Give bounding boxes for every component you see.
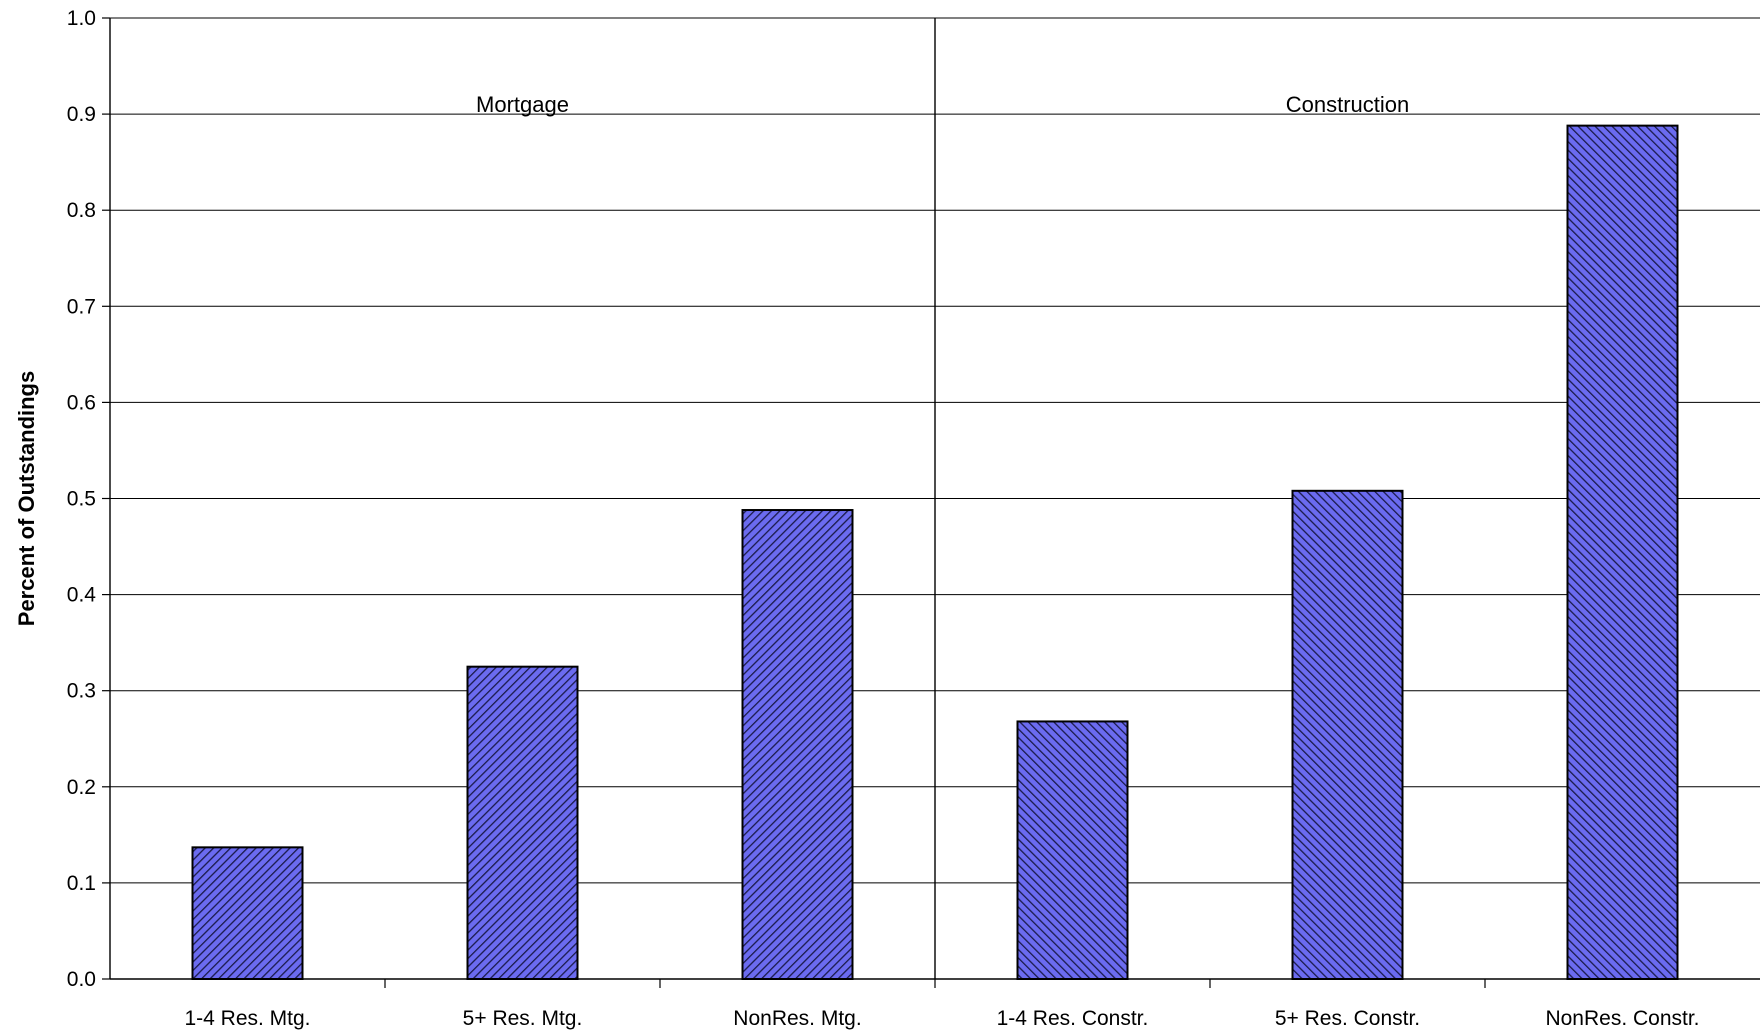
y-tick-label: 0.8	[67, 199, 96, 222]
y-tick-label: 0.6	[67, 391, 96, 414]
labels: 0.0 0.1 0.2 0.3 0.4 0.5 0.6 0.7 0.8 0.9 1.0 1-4 Res…	[14, 7, 1700, 1030]
gridlines	[110, 17, 1760, 979]
bar	[466, 665, 579, 980]
x-tick-label: 1-4 Res. Constr.	[997, 1007, 1149, 1030]
bar	[191, 846, 304, 981]
x-tick-label: 1-4 Res. Mtg.	[184, 1007, 310, 1030]
bar	[1016, 720, 1129, 981]
y-tick-label: 0.2	[67, 776, 96, 799]
y-axis-label: Percent of Outstandings	[14, 371, 39, 626]
axes	[102, 17, 1760, 988]
y-tick-label: 0.1	[67, 872, 96, 895]
y-tick-label: 0.5	[67, 488, 96, 511]
group-label: Construction	[1286, 92, 1410, 117]
x-tick-label: 5+ Res. Mtg.	[463, 1007, 583, 1030]
y-tick-label: 0.4	[67, 584, 97, 607]
y-tick-label: 0.7	[67, 295, 96, 318]
bar	[741, 509, 854, 980]
y-tick-label: 0.3	[67, 680, 96, 703]
y-tick-label: 1.0	[67, 7, 96, 30]
y-tick-label: 0.0	[67, 968, 96, 991]
group-label: Mortgage	[476, 92, 569, 117]
bar	[1566, 124, 1679, 980]
y-tick-label: 0.9	[67, 103, 96, 126]
x-tick-label: NonRes. Constr.	[1545, 1007, 1699, 1030]
bars	[191, 124, 1679, 981]
bar	[1291, 489, 1404, 980]
x-tick-label: 5+ Res. Constr.	[1275, 1007, 1420, 1030]
x-tick-label: NonRes. Mtg.	[733, 1007, 861, 1030]
